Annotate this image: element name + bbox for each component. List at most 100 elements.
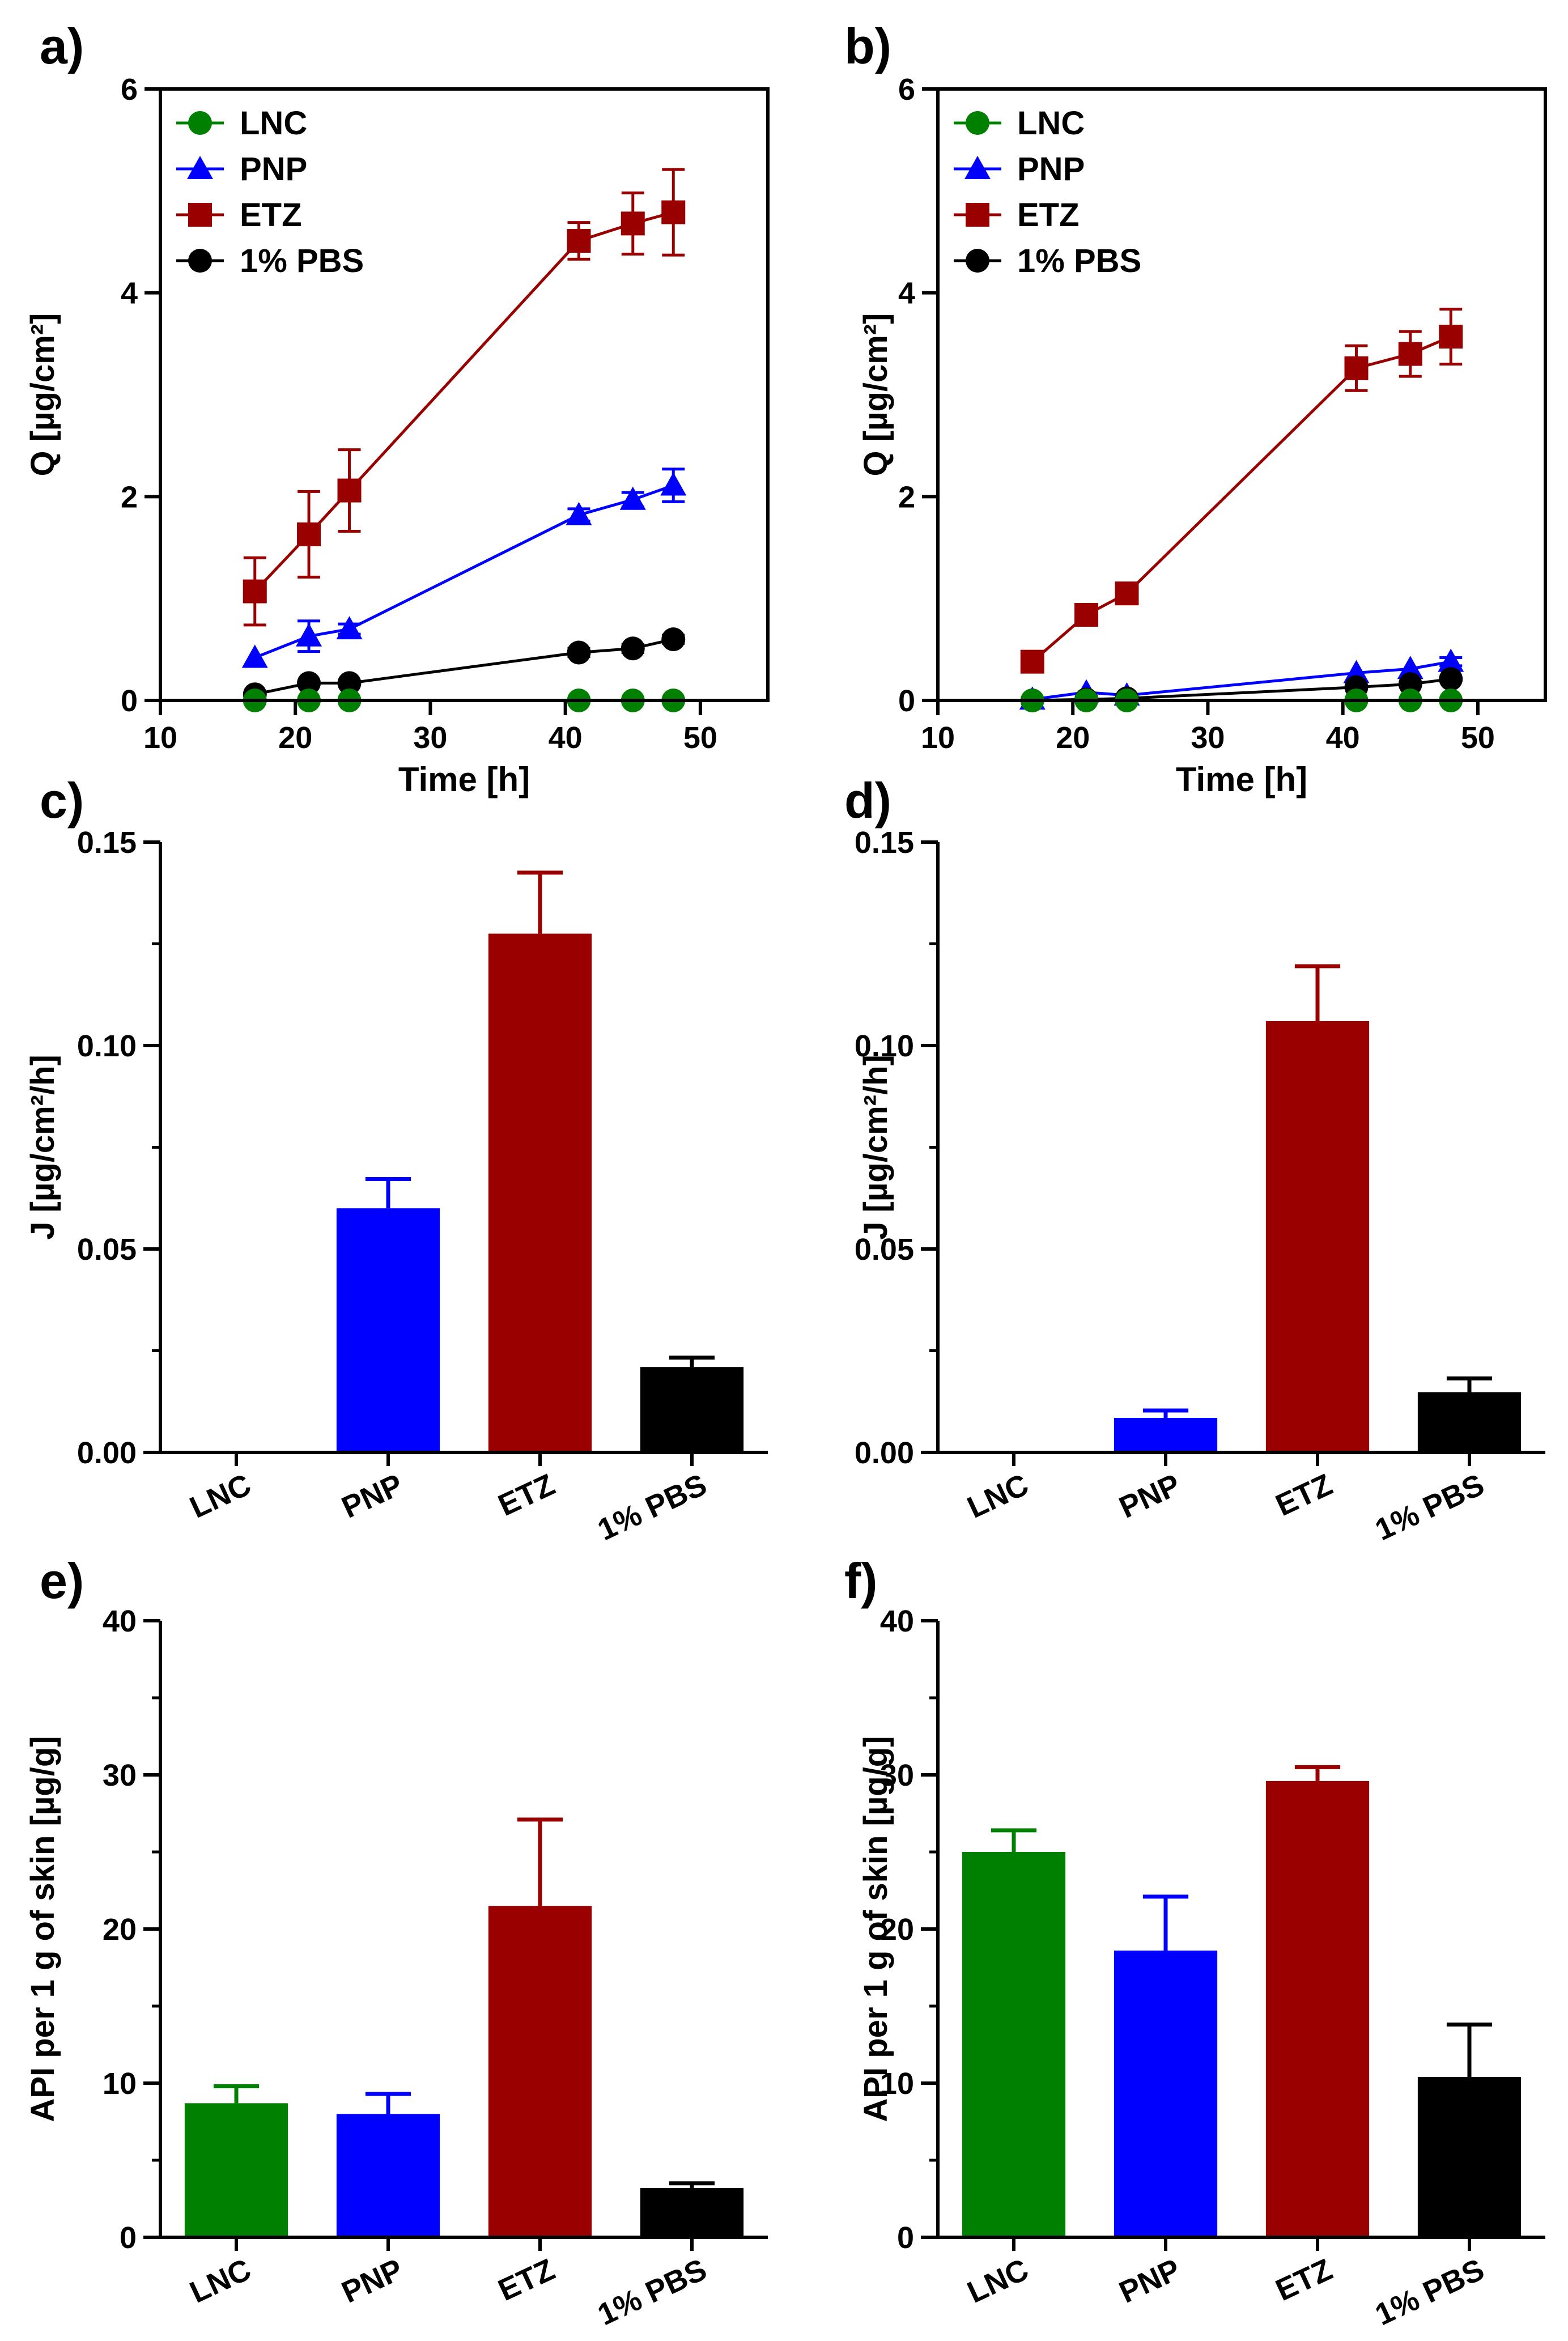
legend-label: PNP [1017, 151, 1085, 188]
y-tick-label: 0 [121, 684, 138, 718]
legend-label: ETZ [1017, 197, 1080, 233]
y-tick-label: 0.05 [77, 1233, 137, 1267]
panel-label: c) [40, 772, 84, 829]
y-tick-label: 0.15 [77, 826, 137, 860]
data-point [621, 211, 645, 236]
y-tick-label: 0.10 [855, 1029, 914, 1063]
legend-marker [964, 156, 991, 179]
data-point [1115, 581, 1139, 606]
x-axis-label: Time [h] [398, 760, 530, 798]
series-etz [1020, 307, 1463, 674]
data-point [1020, 649, 1044, 674]
data-point [337, 671, 362, 695]
data-point [661, 200, 686, 224]
series-etz [243, 168, 686, 627]
y-tick-label: 6 [121, 73, 138, 107]
legend-marker [966, 249, 989, 273]
legend-label: LNC [1017, 105, 1085, 142]
data-point [1398, 342, 1422, 366]
y-tick-label: 2 [898, 480, 915, 514]
bar-lnc [962, 1852, 1066, 2237]
x-tick-label: 30 [413, 721, 447, 755]
bar-etz [1265, 1781, 1370, 2237]
legend-label: LNC [240, 105, 307, 142]
data-point [297, 522, 321, 546]
y-tick-label: 40 [880, 1604, 914, 1638]
y-tick-label: 10 [103, 2067, 137, 2101]
y-tick-label: 40 [103, 1604, 137, 1638]
y-tick-label: 20 [880, 1913, 914, 1947]
data-point [1438, 648, 1464, 672]
y-tick-label: 30 [880, 1758, 914, 1792]
data-point [1439, 324, 1463, 349]
legend-marker [188, 111, 212, 135]
y-tick-label: 0.00 [77, 1436, 137, 1470]
data-point [566, 502, 592, 525]
category-label: ETZ [493, 1467, 560, 1522]
panel-label: f) [844, 1553, 878, 1609]
y-tick-label: 0.05 [855, 1233, 914, 1267]
data-point [296, 623, 322, 647]
data-point [619, 486, 646, 510]
data-point [1074, 602, 1099, 627]
y-axis-label: Q [µg/cm²] [24, 313, 61, 477]
legend-marker [966, 111, 989, 135]
data-point [660, 472, 687, 496]
panel-label: d) [844, 772, 891, 829]
data-point [567, 640, 591, 665]
bar-pnp [336, 2114, 440, 2237]
legend-marker [188, 203, 212, 227]
bar-pnp [336, 1208, 440, 1452]
x-tick-label: 50 [1461, 721, 1495, 755]
data-point [243, 579, 267, 604]
y-tick-label: 0 [897, 2221, 914, 2255]
y-axis-label: J [µg/cm²/h] [857, 1055, 894, 1240]
bar-lnc [184, 2103, 288, 2237]
bar-1pbs [640, 1367, 744, 1452]
series-line [254, 484, 674, 659]
y-tick-label: 0.15 [855, 826, 914, 860]
bar-etz [488, 1906, 592, 2237]
y-tick-label: 0 [120, 2221, 137, 2255]
legend-label: 1% PBS [240, 243, 364, 279]
data-point [337, 478, 362, 503]
data-point [1439, 667, 1463, 691]
y-tick-label: 4 [898, 277, 915, 311]
data-point [1398, 672, 1422, 696]
category-label: LNC [962, 1467, 1034, 1524]
data-point [621, 636, 645, 661]
data-point [661, 627, 686, 652]
y-axis-label: J [µg/cm²/h] [24, 1055, 61, 1240]
x-tick-label: 50 [683, 721, 717, 755]
bar-1pbs [640, 2187, 744, 2237]
legend-marker [188, 249, 212, 273]
y-tick-label: 4 [121, 277, 138, 311]
y-tick-label: 0 [898, 684, 915, 718]
category-label: LNC [185, 2252, 256, 2309]
plot-frame [159, 87, 770, 702]
category-label: PNP [337, 1467, 408, 1524]
category-label: PNP [337, 2252, 408, 2309]
y-tick-label: 0.10 [77, 1029, 137, 1063]
x-tick-label: 10 [921, 721, 955, 755]
legend-label: PNP [240, 151, 307, 188]
legend: LNC PNP ETZ 1% PBS [954, 105, 1141, 279]
panel-label: a) [40, 18, 84, 74]
data-point [297, 671, 321, 695]
bar-pnp [1114, 1951, 1218, 2237]
y-tick-label: 10 [880, 2067, 914, 2101]
category-label: ETZ [1270, 1467, 1337, 1522]
bar-etz [1265, 1021, 1370, 1452]
y-axis-label: API per 1 g of skin [µg/g] [24, 1736, 61, 2122]
y-tick-label: 20 [103, 1913, 137, 1947]
category-label: LNC [185, 1467, 256, 1524]
x-tick-label: 30 [1191, 721, 1225, 755]
x-tick-label: 20 [278, 721, 312, 755]
legend-label: 1% PBS [1017, 243, 1141, 279]
y-tick-label: 2 [121, 480, 138, 514]
x-tick-label: 10 [143, 721, 177, 755]
category-label: PNP [1114, 1467, 1185, 1524]
x-tick-label: 20 [1056, 721, 1090, 755]
panel-label: e) [40, 1553, 84, 1609]
